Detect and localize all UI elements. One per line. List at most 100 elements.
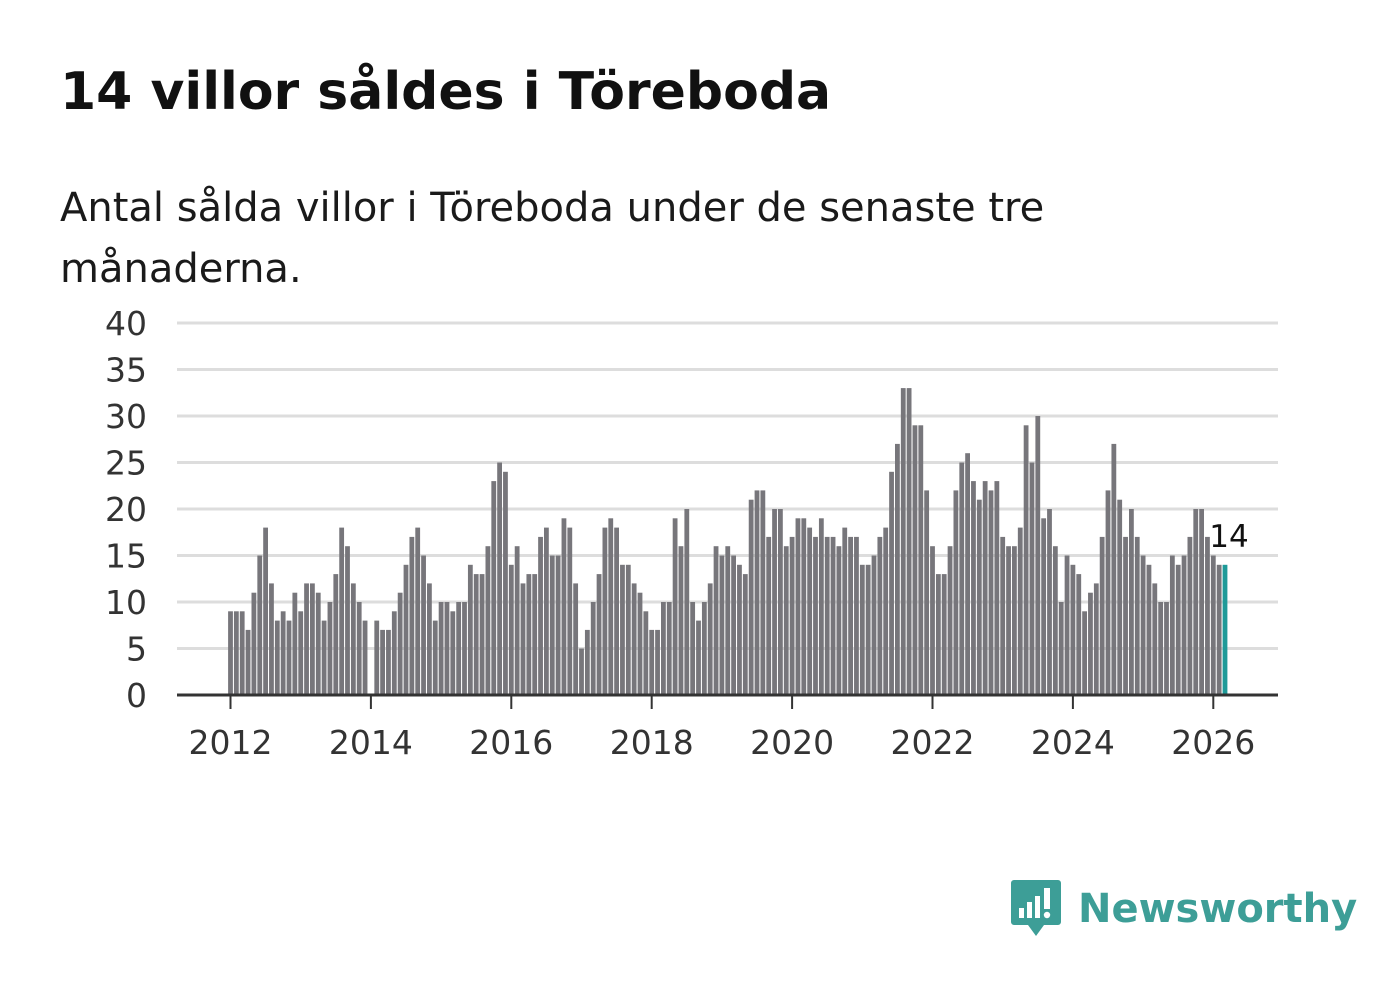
bar	[854, 536, 859, 695]
bar	[1023, 425, 1029, 695]
bar	[1070, 564, 1076, 695]
bar	[239, 611, 245, 695]
y-tick-label: 30	[105, 397, 147, 436]
bar	[467, 564, 473, 695]
bar	[1181, 555, 1187, 695]
bar	[865, 564, 871, 695]
bar	[719, 555, 725, 695]
bar	[538, 536, 543, 695]
bar	[789, 536, 795, 695]
bar	[707, 583, 713, 695]
y-tick-label: 25	[105, 444, 147, 483]
bar	[655, 629, 660, 695]
bar	[315, 592, 321, 695]
bar	[690, 602, 696, 695]
x-tick-label: 2014	[329, 723, 413, 762]
bar	[953, 490, 959, 695]
bar	[778, 509, 783, 695]
newsworthy-logo: Newsworthy	[1010, 878, 1357, 940]
bar	[1146, 564, 1152, 695]
bar	[666, 602, 672, 695]
bar	[520, 583, 526, 695]
bar	[742, 574, 748, 695]
x-tick-label: 2026	[1171, 723, 1255, 762]
bar	[228, 611, 233, 695]
bar	[602, 527, 608, 695]
bar	[772, 509, 777, 695]
bar	[298, 611, 304, 695]
bar	[462, 602, 467, 695]
bar	[1152, 583, 1158, 695]
bar	[1216, 564, 1222, 695]
bar	[1123, 536, 1128, 695]
bar	[251, 592, 257, 695]
x-axis-ticks: 2012 2014 2016 2018 2020 2022 2024 2026	[189, 695, 1255, 762]
bar	[982, 481, 988, 695]
bar	[965, 453, 970, 695]
bar	[1064, 555, 1070, 695]
bar	[731, 555, 736, 695]
bar	[503, 471, 508, 695]
bar	[713, 546, 719, 695]
bar	[427, 583, 432, 695]
bar	[567, 527, 573, 695]
bar	[1017, 527, 1023, 695]
bar	[918, 425, 924, 695]
newsworthy-logo-icon	[1011, 880, 1061, 936]
bar-highlight	[1222, 564, 1228, 695]
x-tick-label: 2018	[610, 723, 694, 762]
bar	[526, 574, 532, 695]
bar	[889, 471, 894, 695]
bar	[386, 629, 391, 695]
bar	[935, 574, 941, 695]
bar	[836, 546, 842, 695]
bar	[561, 518, 567, 695]
y-tick-label: 40	[105, 304, 147, 343]
bar	[1076, 574, 1082, 695]
bar	[1134, 536, 1140, 695]
bar	[304, 583, 309, 695]
bar	[737, 564, 742, 695]
bar	[906, 388, 912, 695]
bar	[514, 546, 520, 695]
bar	[497, 462, 502, 695]
bar	[649, 629, 655, 695]
bar	[350, 583, 356, 695]
bar	[672, 518, 678, 695]
bar	[333, 574, 339, 695]
bar	[444, 602, 450, 695]
bar	[280, 611, 286, 695]
bar	[912, 425, 918, 695]
x-tick-label: 2024	[1031, 723, 1115, 762]
bar	[573, 583, 579, 695]
y-tick-label: 15	[105, 537, 147, 576]
y-tick-label: 0	[126, 676, 147, 715]
x-tick-label: 2012	[189, 723, 273, 762]
bar	[1158, 602, 1164, 695]
bar	[643, 611, 649, 695]
bar	[362, 620, 368, 695]
bar	[257, 555, 263, 695]
bar	[614, 527, 619, 695]
bar	[1088, 592, 1093, 695]
bar	[1129, 509, 1134, 695]
bar	[233, 611, 239, 695]
bar	[345, 546, 350, 695]
bar	[263, 527, 268, 695]
bar	[678, 546, 684, 695]
bar	[584, 629, 590, 695]
bar	[924, 490, 930, 695]
bar	[421, 555, 426, 695]
bar	[766, 536, 772, 695]
bar	[783, 546, 789, 695]
bar	[450, 611, 456, 695]
bar	[959, 462, 965, 695]
bar	[1117, 499, 1123, 695]
bar	[801, 518, 807, 695]
bar	[1093, 583, 1099, 695]
newsworthy-logo-text: Newsworthy	[1078, 886, 1358, 932]
x-tick-label: 2022	[891, 723, 975, 762]
y-tick-label: 10	[105, 583, 147, 622]
bar	[895, 443, 900, 695]
